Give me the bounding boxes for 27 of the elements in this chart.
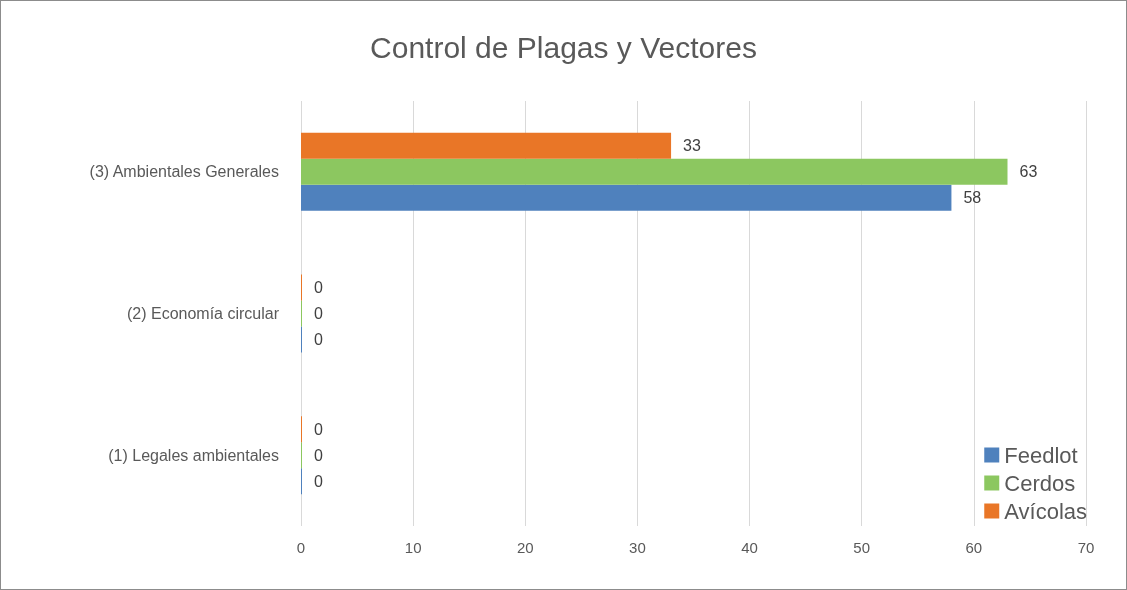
data-label: 0 bbox=[314, 420, 323, 438]
chart-title: Control de Plagas y Vectores bbox=[370, 30, 757, 64]
data-label: 0 bbox=[314, 446, 323, 464]
x-tick-label: 30 bbox=[629, 539, 646, 556]
data-label: 58 bbox=[963, 189, 982, 207]
legend-label: Avícolas bbox=[1004, 498, 1087, 524]
data-label: 0 bbox=[314, 279, 323, 296]
data-label: 0 bbox=[314, 472, 323, 490]
y-tick-label: (1) Legales ambientales bbox=[108, 446, 279, 464]
y-tick-label: (2) Economía circular bbox=[126, 305, 280, 322]
bar bbox=[301, 158, 1008, 185]
y-tick-label: (3) Ambientales Generales bbox=[89, 163, 279, 181]
data-label: 0 bbox=[314, 305, 323, 322]
x-tick-label: 70 bbox=[1077, 539, 1095, 556]
x-tick-label: 10 bbox=[404, 539, 422, 556]
x-tick-label: 60 bbox=[965, 539, 983, 556]
bar bbox=[301, 184, 952, 211]
x-tick-label: 50 bbox=[853, 539, 871, 556]
data-label: 33 bbox=[683, 137, 701, 155]
legend-label: Cerdos bbox=[1004, 470, 1076, 496]
x-tick-label: 20 bbox=[516, 539, 534, 556]
x-tick-label: 0 bbox=[296, 539, 306, 556]
data-label: 0 bbox=[314, 331, 323, 348]
legend-label: Feedlot bbox=[1004, 442, 1078, 468]
data-label: 63 bbox=[1019, 163, 1038, 181]
x-tick-label: 40 bbox=[741, 539, 758, 556]
bar bbox=[301, 132, 672, 159]
